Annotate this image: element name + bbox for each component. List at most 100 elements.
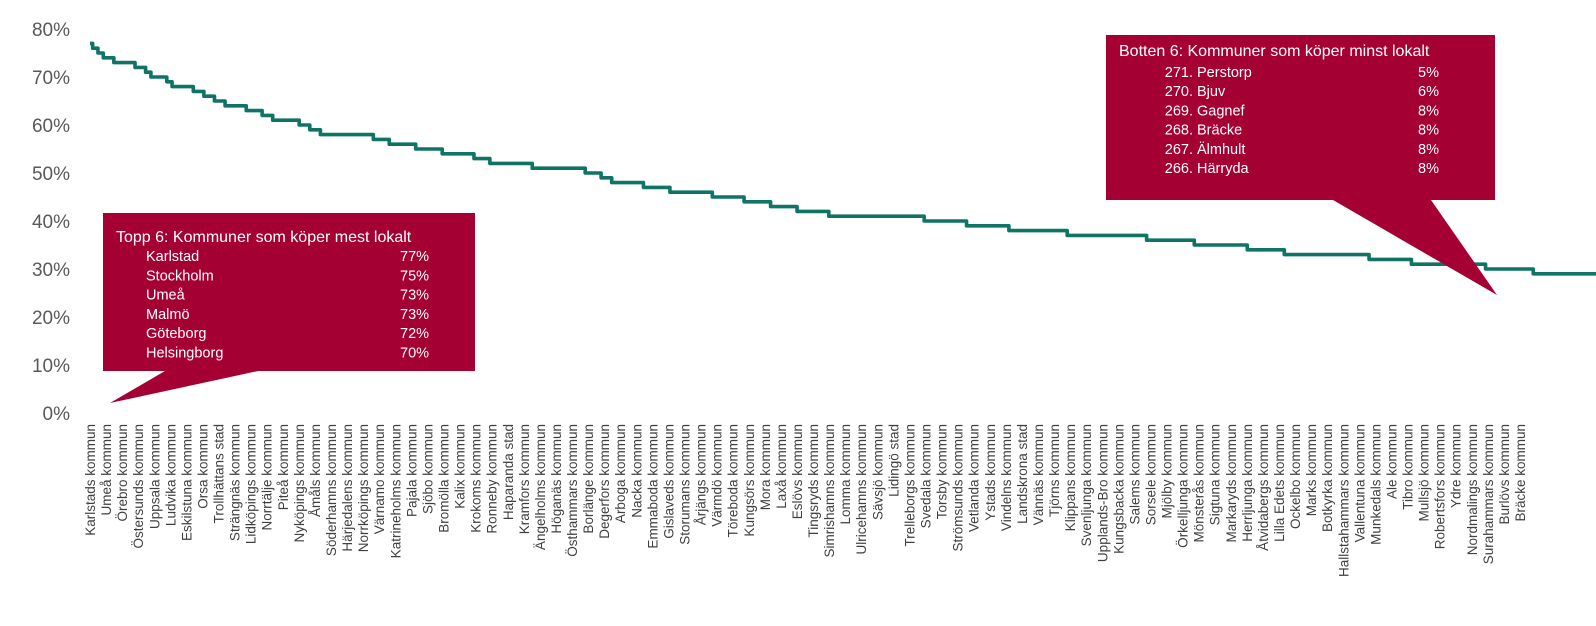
x-tick-label: Strängnäs kommun (228, 424, 243, 541)
top-row-value: 73% (400, 307, 429, 323)
bottom-row-name: Älmhult (1197, 141, 1245, 158)
x-tick-label: Eskilstuna kommun (179, 424, 194, 541)
x-tick-label: Torsby kommun (935, 424, 950, 519)
bottom-row-rank: 269. (1165, 103, 1193, 119)
x-tick-label: Robertsfors kommun (1433, 424, 1448, 549)
x-tick-label: Markaryds kommun (1224, 424, 1239, 543)
x-tick-label: Kalix kommun (453, 424, 468, 509)
x-tick-label: Eslövs kommun (790, 424, 805, 519)
x-tick-label: Norrköpings kommun (356, 424, 371, 552)
x-tick-label: Örkelljunga kommun (1176, 424, 1191, 548)
x-tick-label: Norrtälje kommun (260, 424, 275, 531)
x-tick-label: Tjörns kommun (1047, 424, 1062, 517)
x-tick-label: Degerfors kommun (597, 424, 612, 539)
x-tick-label: Sigtuna kommun (1208, 424, 1223, 525)
x-tick-label: Marks kommun (1304, 424, 1319, 516)
y-axis: 0% 10% 20% 30% 40% 50% 60% 70% 80% (32, 20, 70, 425)
x-tick-label: Örebro kommun (115, 424, 130, 522)
x-tick-label: Ale kommun (1384, 424, 1399, 499)
x-tick-label: Burlövs kommun (1497, 424, 1512, 525)
x-tick-label: Arboga kommun (613, 424, 628, 523)
x-tick-label: Ystads kommun (983, 424, 998, 521)
x-tick-label: Tingsryds kommun (806, 424, 821, 538)
x-tick-label: Töreboda kommun (726, 424, 741, 537)
x-tick-label: Ronneby kommun (485, 424, 500, 534)
x-tick-label: Surahammars kommun (1481, 424, 1496, 564)
x-tick-label: Nordmalings kommun (1465, 424, 1480, 555)
bottom-row-value: 8% (1418, 142, 1439, 158)
x-tick-label: Sävsjö kommun (870, 424, 885, 520)
top-row-name: Umeå (146, 288, 186, 304)
x-tick-label: Svedala kommun (919, 424, 934, 528)
x-tick-label: Trelleborgs kommun (902, 424, 917, 547)
x-tick-label: Nyköpings kommun (292, 424, 307, 543)
y-tick-label: 80% (32, 20, 70, 41)
x-tick-label: Vetlanda kommun (967, 424, 982, 532)
x-tick-label: Östhammars kommun (565, 424, 580, 557)
x-tick-label: Kungsbacka kommun (1111, 424, 1126, 554)
x-tick-label: Värmdö kommun (710, 424, 725, 527)
x-tick-label: Åmåls kommun (308, 424, 323, 517)
x-tick-label: Herrljunga kommun (1240, 424, 1255, 542)
callout-top-rows: Karlstad 77% Stockholm 75% Umeå 73% Malmö 73% Gö… (146, 249, 429, 362)
x-tick-label: Lomma kommun (838, 424, 853, 525)
bottom-row-rank: 266. (1165, 161, 1193, 177)
x-tick-label: Ludvika kommun (163, 424, 178, 526)
top-row-name: Malmö (146, 307, 190, 323)
x-tick-label: Lilla Edets kommun (1272, 424, 1287, 542)
x-tick-label: Mjölby kommun (1160, 424, 1175, 519)
bottom-row-name: Perstorp (1197, 65, 1252, 81)
x-tick-label: Orsa kommun (195, 424, 210, 509)
callout-top-title: Topp 6: Kommuner som köper mest lokalt (116, 229, 412, 246)
y-tick-label: 70% (32, 68, 70, 89)
top-row-value: 75% (400, 268, 429, 284)
bottom-row-value: 8% (1418, 123, 1439, 139)
x-tick-label: Umeå kommun (99, 424, 114, 516)
x-tick-label: Ydre kommun (1449, 424, 1464, 508)
x-tick-label: Haparanda stad (501, 424, 516, 520)
x-tick-label: Laxå kommun (774, 424, 789, 509)
x-tick-label: Åtvidabergs kommun (1256, 424, 1271, 551)
x-tick-label: Höganäs kommun (549, 424, 564, 534)
y-tick-label: 60% (32, 116, 70, 137)
x-tick-label: Emmaboda kommun (645, 424, 660, 549)
bottom-row-name: Bräcke (1197, 123, 1242, 139)
x-tick-label: Pajala kommun (404, 424, 419, 517)
x-tick-label: Piteå kommun (276, 424, 291, 510)
top-row-name: Stockholm (146, 268, 214, 284)
x-tick-label: Botkyrka kommun (1320, 424, 1335, 532)
bottom-row-name: Bjuv (1197, 84, 1226, 100)
x-tick-label: Nacka kommun (629, 424, 644, 518)
x-tick-label: Storumans kommun (677, 424, 692, 545)
x-tick-label: Upplands-Bro kommun (1095, 424, 1110, 562)
callout-bottom-box (1106, 35, 1497, 295)
x-tick-label: Lidköpings kommun (244, 424, 259, 544)
x-tick-label: Ulricehamns kommun (854, 424, 869, 555)
bottom-row-value: 8% (1418, 161, 1439, 177)
x-tick-label: Bräcke kommun (1513, 424, 1528, 522)
bottom-row-rank: 267. (1165, 142, 1193, 158)
x-tick-label: Mönsterås kommun (1192, 424, 1207, 543)
callout-bottom-title: Botten 6: Kommuner som köper minst lokal… (1119, 43, 1430, 60)
callout-bottom-rows: 271. Perstorp 5% 270. Bjuv 6% 269. Gagnef 8% 268.… (1165, 65, 1439, 177)
x-tick-label: Härjedalens kommun (340, 424, 355, 552)
x-tick-label: Kungsörs kommun (742, 424, 757, 537)
x-tick-label: Salems kommun (1127, 424, 1142, 525)
x-tick-label: Vännäs kommun (1031, 424, 1046, 525)
x-tick-label: Karlstads kommun (83, 424, 98, 536)
x-tick-label: Landskrona stad (1015, 424, 1030, 524)
x-tick-label: Sorsele kommun (1143, 424, 1158, 525)
top-row-name: Karlstad (146, 249, 199, 265)
bottom-row-rank: 268. (1165, 123, 1193, 139)
callout-top-box (103, 213, 475, 403)
callout-bottom: Botten 6: Kommuner som köper minst lokal… (1106, 35, 1497, 295)
y-tick-label: 0% (43, 404, 71, 425)
bottom-row-value: 5% (1418, 65, 1439, 81)
x-tick-label: Krokoms kommun (469, 424, 484, 533)
x-tick-label: Ockelbo kommun (1288, 424, 1303, 529)
top-row-name: Göteborg (146, 326, 206, 342)
x-tick-label: Klippans kommun (1063, 424, 1078, 531)
x-tick-label: Bromölla kommun (436, 424, 451, 533)
y-tick-label: 40% (32, 212, 70, 233)
